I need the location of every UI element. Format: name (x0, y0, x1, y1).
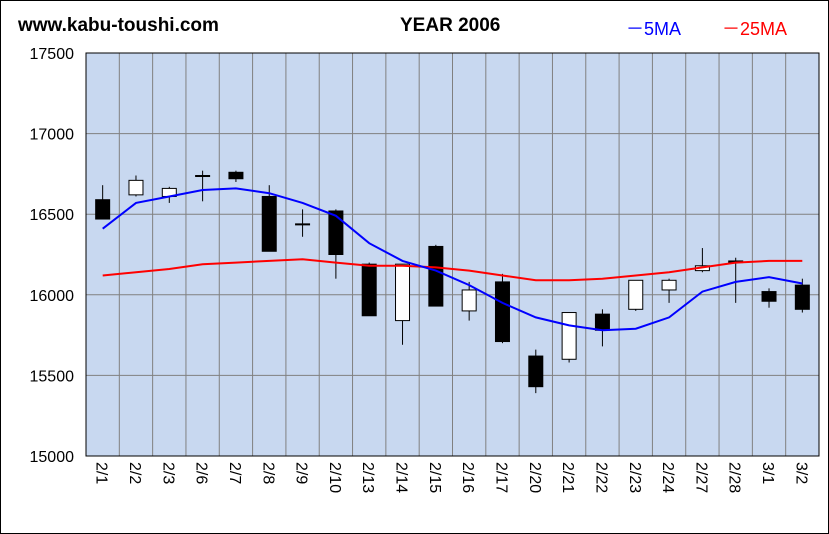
x-tick-label: 2/23 (626, 462, 643, 493)
y-tick-label: 15000 (30, 449, 75, 466)
x-tick-label: 2/2 (126, 462, 143, 484)
grid-lines (86, 53, 819, 456)
candles (95, 170, 810, 394)
candle (794, 278, 810, 313)
candle (661, 278, 677, 303)
series-line-5ma (102, 187, 803, 332)
x-tick-label: 2/22 (592, 462, 609, 493)
y-tick-label: 16500 (30, 207, 75, 224)
candle (561, 312, 577, 363)
candle (195, 170, 211, 202)
candle (395, 263, 411, 345)
candle (461, 281, 477, 321)
candle-body-up (395, 263, 411, 322)
candle-body-down (528, 355, 544, 388)
candle-body-down (195, 175, 211, 178)
x-tick-label: 3/2 (792, 462, 809, 484)
x-tick-label: 2/10 (326, 462, 343, 493)
y-tick-label: 17500 (30, 46, 75, 63)
candle-body-down (594, 313, 610, 331)
candle-body-up (128, 179, 144, 196)
candle (128, 175, 144, 197)
x-tick-label: 2/17 (492, 462, 509, 493)
y-tick-label: 16000 (30, 288, 75, 305)
plot-border (85, 52, 820, 457)
candle (494, 273, 510, 344)
candle-body-up (461, 289, 477, 312)
site-name: www.kabu-toushi.com (18, 15, 219, 36)
candle-body-down (261, 195, 277, 252)
chart-title: YEAR 2006 (400, 15, 501, 36)
candle (628, 279, 644, 311)
candle-body-down (295, 223, 311, 226)
legend-5ma: －5MA (626, 19, 682, 39)
candle-body-down (761, 291, 777, 302)
candle (361, 262, 377, 317)
candle-body-up (628, 279, 644, 310)
series-line-25ma (102, 258, 803, 282)
x-tick-labels: 2/1 2/2 2/3 2/6 2/7 2/8 2/9 2/10 2/13 2/14 2/15 2/1… (93, 462, 810, 493)
candle-body-down (494, 281, 510, 343)
x-tick-label: 2/15 (426, 462, 443, 493)
candle-body-down (361, 263, 377, 317)
x-tick-label: 2/27 (692, 462, 709, 493)
y-tick-label: 17000 (30, 127, 75, 144)
candle-body-down (228, 171, 244, 180)
x-tick-label: 2/14 (393, 462, 410, 493)
candle (261, 185, 277, 252)
candle-body-down (328, 210, 344, 255)
y-tick-label: 15500 (30, 368, 75, 385)
x-tick-label: 2/9 (293, 462, 310, 484)
x-tick-label: 2/1 (93, 462, 110, 484)
candle (228, 170, 244, 182)
candle (95, 185, 111, 220)
candle-body-up (561, 312, 577, 360)
candle-body-down (794, 284, 810, 310)
candle (528, 349, 544, 394)
x-tick-label: 2/16 (459, 462, 476, 493)
x-tick-label: 2/3 (159, 462, 176, 484)
candle-body-down (95, 199, 111, 220)
x-tick-label: 2/28 (726, 462, 743, 493)
x-tick-label: 2/7 (226, 462, 243, 484)
x-tick-label: 2/20 (526, 462, 543, 493)
legend-25ma: －25MA (722, 19, 788, 39)
x-tick-label: 2/21 (559, 462, 576, 493)
candle (295, 209, 311, 237)
candle-body-up (661, 279, 677, 291)
x-tick-label: 2/8 (259, 462, 276, 484)
x-tick-label: 2/24 (659, 462, 676, 493)
x-tick-label: 2/6 (193, 462, 210, 484)
candle (761, 288, 777, 308)
x-tick-label: 2/13 (359, 462, 376, 493)
y-tick-labels: 15000 15500 16000 16500 17000 17500 (30, 46, 75, 466)
candle-body-down (428, 245, 444, 307)
candle (328, 209, 344, 279)
candle (428, 244, 444, 307)
x-tick-label: 3/1 (759, 462, 776, 484)
